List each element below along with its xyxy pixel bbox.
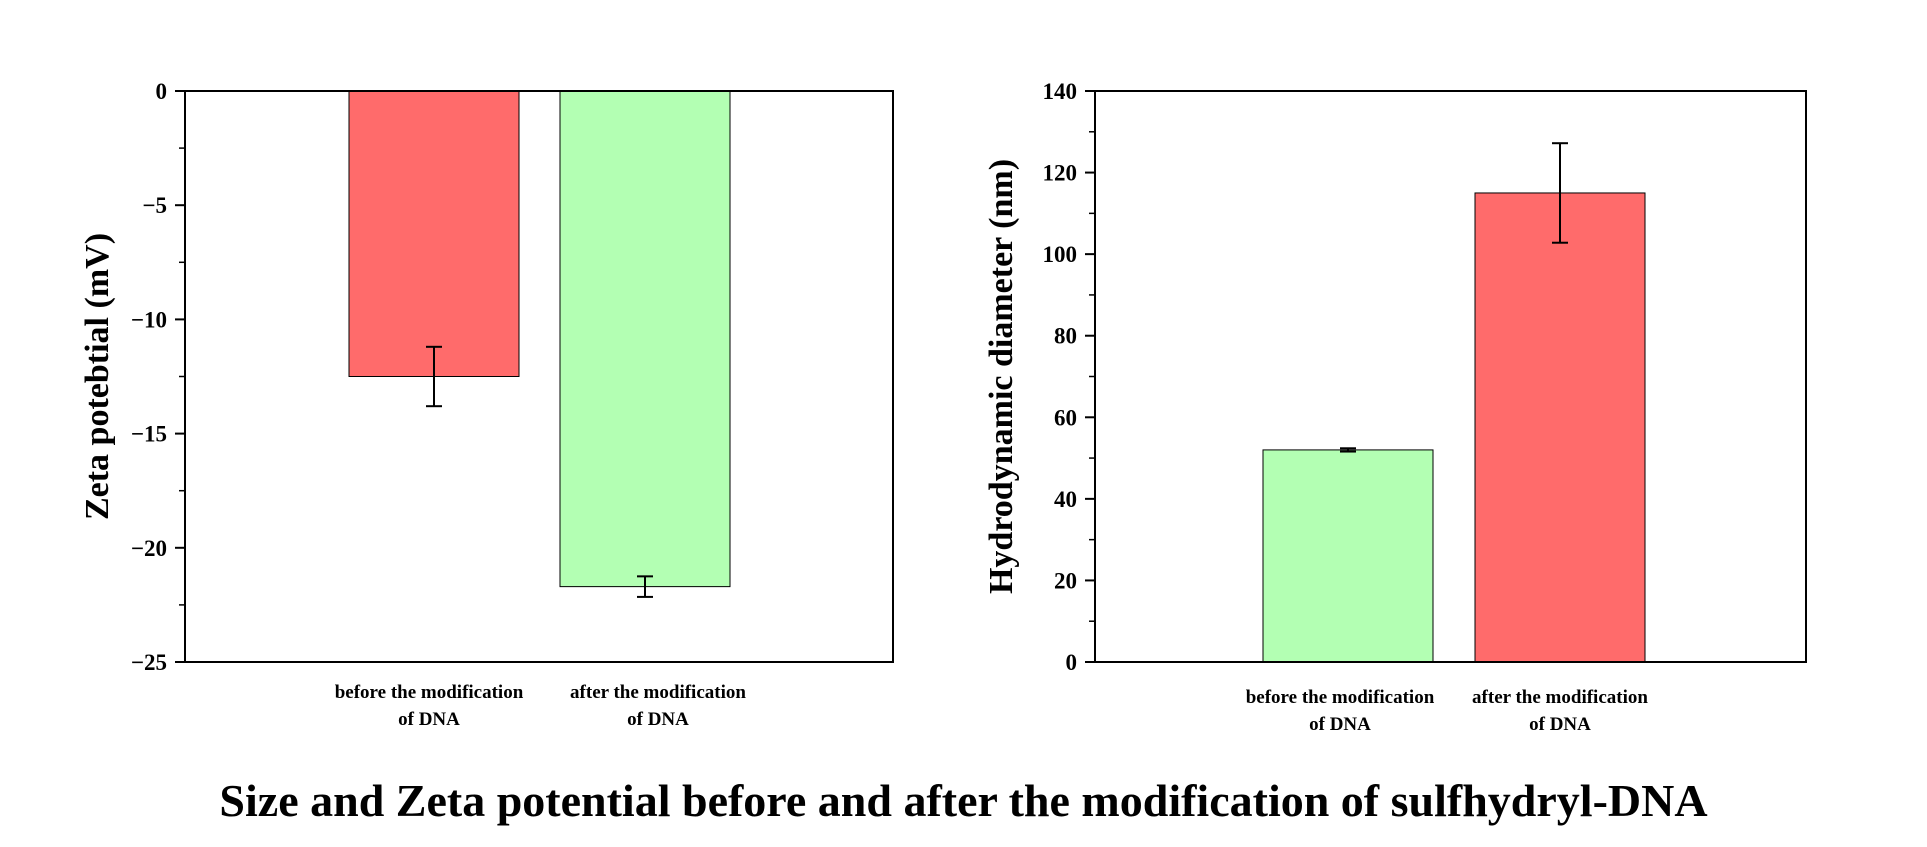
category-label-line: of DNA xyxy=(398,709,460,730)
category-label: before the modification of DNA xyxy=(1246,687,1435,735)
category-label-line: after the modification xyxy=(570,682,746,703)
figure-caption: Size and Zeta potential before and after… xyxy=(219,775,1708,826)
category-label: after the modification of DNA xyxy=(1472,687,1648,735)
y-tick-label: −15 xyxy=(131,422,167,447)
y-tick-label: 100 xyxy=(1043,242,1078,267)
y-tick-label: 20 xyxy=(1054,568,1077,593)
category-label-line: of DNA xyxy=(1529,714,1591,735)
y-axis-label: Hydrodynamic diameter (nm) xyxy=(983,159,1020,594)
y-axis-label: Zeta potebtial (mV) xyxy=(79,233,116,520)
bar xyxy=(559,90,731,588)
y-tick-label: 140 xyxy=(1043,79,1078,104)
y-tick-label: −10 xyxy=(131,307,167,332)
y-tick-label: 60 xyxy=(1054,405,1077,430)
y-tick-label: −20 xyxy=(131,536,167,561)
y-tick-label: −25 xyxy=(131,650,167,675)
bar xyxy=(1262,449,1434,663)
category-label: after the modification of DNA xyxy=(570,682,746,730)
category-label-line: of DNA xyxy=(1309,714,1371,735)
category-label-line: of DNA xyxy=(627,709,689,730)
category-label: before the modification of DNA xyxy=(335,682,524,730)
y-tick-label: 0 xyxy=(1066,650,1078,675)
bar xyxy=(1474,192,1646,663)
zeta-potential-chart: 0 −5 −10 −15 −20 −25 Zeta potebtial (mV) before… xyxy=(79,79,894,730)
y-tick-label: 40 xyxy=(1054,487,1077,512)
hydrodynamic-diameter-chart: 0 20 40 60 80 100 120 140 Hydrodynamic diameter … xyxy=(983,79,1807,735)
category-label-line: before the modification xyxy=(1246,687,1435,708)
plot-frame xyxy=(1094,90,1807,663)
category-label-line: after the modification xyxy=(1472,687,1648,708)
plot-frame xyxy=(184,90,894,663)
y-tick-label: 0 xyxy=(156,79,168,104)
y-tick-label: 120 xyxy=(1043,161,1078,186)
y-tick-label: 80 xyxy=(1054,324,1077,349)
bar xyxy=(348,90,520,377)
category-label-line: before the modification xyxy=(335,682,524,703)
y-tick-label: −5 xyxy=(142,193,167,218)
